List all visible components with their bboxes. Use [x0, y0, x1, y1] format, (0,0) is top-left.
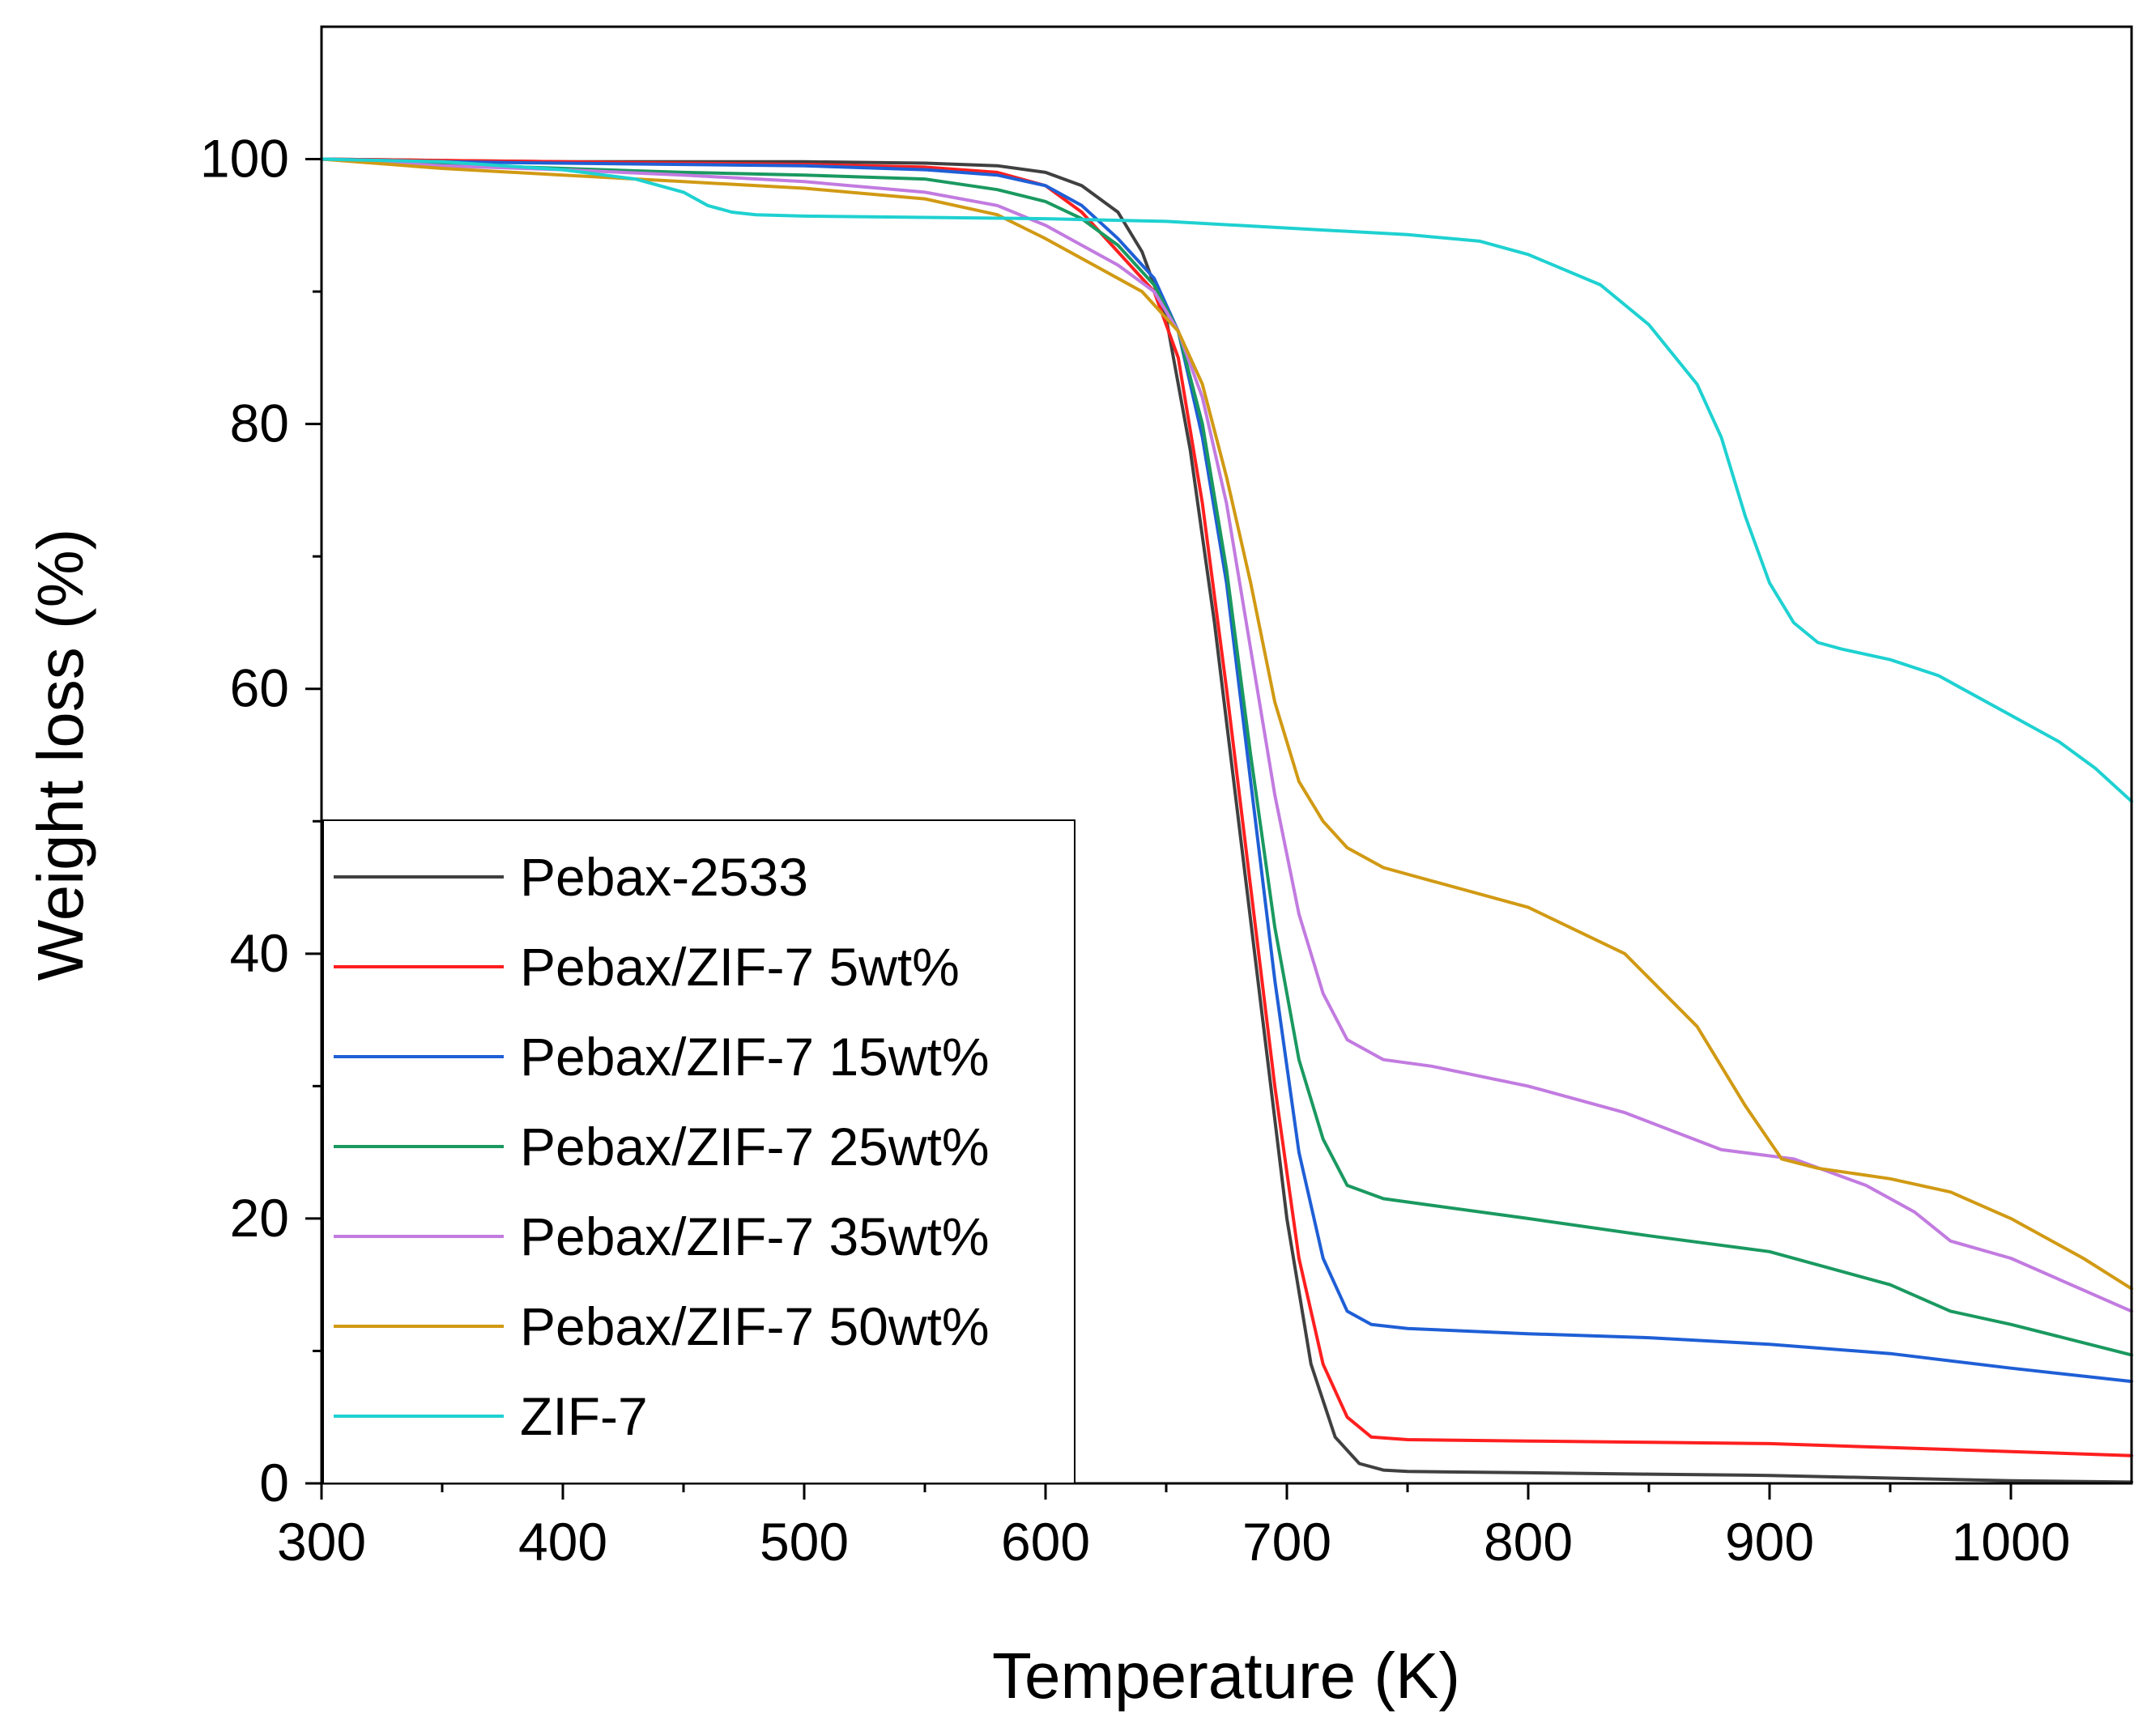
- y-axis-title: Weight loss (%): [24, 529, 96, 981]
- legend-label-3: Pebax/ZIF-7 25wt%: [520, 1117, 990, 1176]
- series-line-4: [320, 157, 2133, 1313]
- y-axis: 0 20 40 60 80 100: [200, 129, 322, 1513]
- legend-label-5: Pebax/ZIF-7 50wt%: [520, 1296, 990, 1356]
- legend-label-6: ZIF-7: [520, 1386, 648, 1446]
- plot-frame: [320, 25, 2133, 1485]
- legend-label-2: Pebax/ZIF-7 15wt%: [520, 1027, 990, 1087]
- y-tick-label: 80: [230, 394, 289, 453]
- legend-label-1: Pebax/ZIF-7 5wt%: [520, 937, 960, 997]
- series-line-5: [320, 157, 2133, 1291]
- x-tick-label: 1000: [1952, 1512, 2071, 1572]
- series-line-2: [320, 157, 2133, 1384]
- x-tick-label: 600: [1001, 1512, 1090, 1572]
- y-tick-label: 20: [230, 1188, 289, 1248]
- x-axis-title: Temperature (K): [992, 1640, 1460, 1712]
- y-tick-label: 100: [200, 129, 289, 189]
- x-tick-label: 500: [760, 1512, 849, 1572]
- y-tick-label: 60: [230, 658, 289, 718]
- x-tick-label: 400: [518, 1512, 607, 1572]
- series-line-1: [320, 157, 2133, 1457]
- y-tick-label: 0: [259, 1453, 289, 1513]
- x-tick-label: 700: [1242, 1512, 1331, 1572]
- y-tick-label: 40: [230, 923, 289, 983]
- series-line-3: [320, 157, 2133, 1357]
- x-tick-label: 300: [277, 1512, 366, 1572]
- x-tick-label: 900: [1725, 1512, 1814, 1572]
- legend-label-0: Pebax-2533: [520, 847, 808, 907]
- series-layer: [320, 157, 2133, 1484]
- legend-box: [322, 819, 1076, 1484]
- series-line-0: [320, 157, 2133, 1484]
- legend: Pebax-2533 Pebax/ZIF-7 5wt% Pebax/ZIF-7 15…: [322, 819, 1076, 1484]
- x-tick-label: 800: [1484, 1512, 1573, 1572]
- series-line-6: [320, 157, 2133, 803]
- x-axis: 300 400 500 600 700 800 900 1000: [277, 1483, 2070, 1572]
- legend-label-4: Pebax/ZIF-7 35wt%: [520, 1206, 990, 1266]
